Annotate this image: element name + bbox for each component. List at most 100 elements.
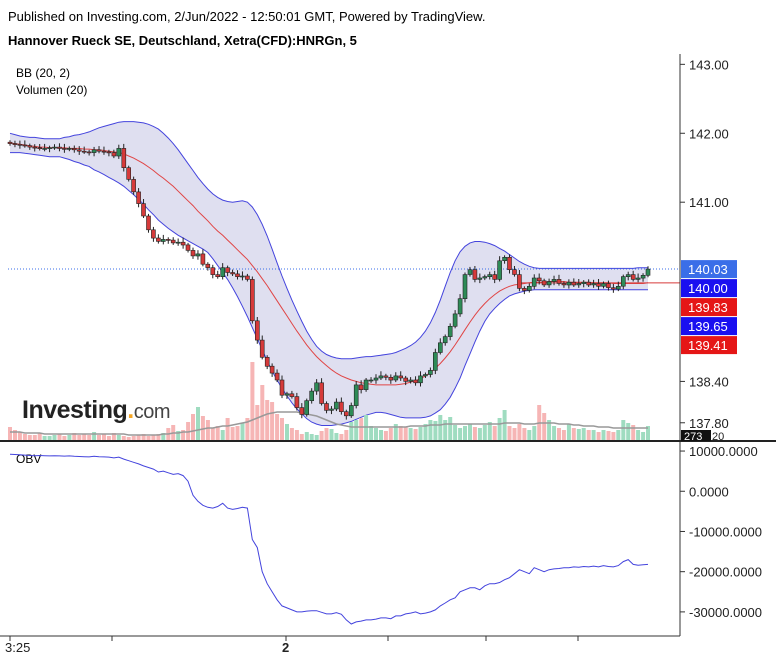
candle-body: [32, 146, 38, 149]
candle-body: [72, 148, 77, 151]
price-tick-label: 141.00: [689, 195, 729, 210]
candle-body: [255, 320, 260, 341]
volume-bar: [547, 420, 552, 440]
volume-bar: [468, 424, 472, 440]
volume-bar: [423, 424, 428, 440]
volume-bar: [349, 422, 354, 440]
volume-bar: [121, 436, 126, 440]
volume-bar: [215, 426, 220, 440]
volume-bar: [47, 436, 52, 440]
candle-body: [91, 149, 97, 153]
candle-body: [200, 253, 206, 265]
candle-body: [640, 274, 646, 279]
volume-bar: [512, 428, 517, 440]
candle-body: [185, 244, 191, 251]
volume-bar: [492, 426, 497, 440]
volume-bar: [230, 427, 235, 440]
candle-body: [383, 375, 389, 378]
candle-body: [289, 393, 295, 397]
volume-bar: [557, 428, 561, 440]
time-axis: 3:25 2: [5, 636, 579, 655]
candle-body: [452, 313, 458, 327]
candle-body: [314, 382, 319, 392]
volume-bar: [472, 427, 477, 440]
candle-body: [413, 379, 418, 384]
volume-bar: [270, 402, 275, 440]
candle-body: [86, 151, 92, 154]
volume-bar: [285, 424, 289, 440]
candle-body: [324, 403, 329, 411]
candle-body: [447, 325, 453, 337]
volume-bar: [136, 435, 141, 440]
candle-body: [7, 141, 13, 144]
volume-indicator-label[interactable]: Volumen (20): [16, 83, 88, 97]
price-badges: 140.03 140.00 139.83 139.65 139.41 273 20: [681, 260, 737, 443]
volume-bar: [576, 429, 581, 440]
volume-bar: [448, 417, 453, 440]
candle-body: [339, 401, 344, 413]
price-badge-label: 139.83: [688, 300, 728, 315]
candle-body: [645, 268, 651, 276]
chart-frame: [0, 54, 776, 637]
obv-tick-label: 0.0000: [689, 484, 729, 499]
price-axis: 143.00 142.00 141.00 138.40 137.80 10000.0000…: [680, 57, 762, 620]
candle-body: [502, 256, 507, 261]
candle-body: [190, 250, 196, 257]
volume-bar: [62, 436, 67, 440]
volume-bar: [502, 410, 507, 440]
candle-body: [576, 283, 582, 286]
candle-body: [536, 277, 542, 282]
volume-bar: [77, 435, 82, 440]
bb-middle-line: [9, 142, 649, 386]
volume-bar: [393, 424, 398, 440]
price-badge-label: 140.00: [688, 281, 728, 296]
volume-bar: [191, 414, 195, 440]
candle-body: [294, 396, 300, 408]
candle-body: [561, 283, 567, 286]
candle-body: [52, 146, 57, 149]
candle-body: [625, 274, 631, 278]
volume-bar: [146, 436, 151, 440]
volume-bar: [339, 434, 344, 440]
volume-bar: [42, 436, 47, 440]
published-note: Published on Investing.com, 2/Jun/2022 -…: [8, 9, 486, 24]
candle-body: [121, 148, 127, 168]
volume-bar: [111, 433, 116, 440]
candle-body: [487, 274, 493, 278]
price-badge: [681, 279, 737, 298]
volume-bar: [482, 425, 487, 440]
candle-body: [531, 277, 537, 287]
volume-bar: [631, 425, 636, 440]
bb-indicator-label[interactable]: BB (20, 2): [16, 66, 71, 80]
volume-bar: [586, 430, 591, 440]
volume-bar: [161, 433, 166, 440]
candle-body: [432, 352, 438, 371]
volume-badge-label: 273: [684, 431, 702, 443]
price-tick-label: 137.80: [689, 416, 729, 431]
volume-bar: [309, 434, 314, 440]
candle-body: [512, 269, 517, 275]
volume-bar: [561, 430, 566, 440]
candle-body: [348, 405, 354, 417]
volume-bar: [92, 432, 97, 440]
candle-body: [606, 283, 611, 288]
candle-body: [571, 281, 577, 286]
volume-bar: [240, 423, 245, 440]
candle-body: [526, 285, 532, 291]
volume-bar: [616, 430, 621, 440]
volume-bar: [428, 420, 433, 440]
candle-body: [27, 145, 33, 148]
time-tick-label: 2: [282, 640, 289, 655]
volume-bar: [22, 434, 27, 440]
price-tick-label: 142.00: [689, 126, 729, 141]
candle-body: [166, 239, 171, 241]
volume-bar: [319, 431, 324, 440]
candle-body: [22, 144, 28, 147]
volume-bar: [27, 435, 32, 440]
obv-tick-label: -10000.0000: [689, 524, 762, 539]
volume-bar: [453, 425, 458, 440]
candle-body: [235, 273, 240, 277]
candle-body: [180, 241, 186, 246]
instrument-title: Hannover Rueck SE, Deutschland, Xetra(CF…: [8, 33, 357, 48]
